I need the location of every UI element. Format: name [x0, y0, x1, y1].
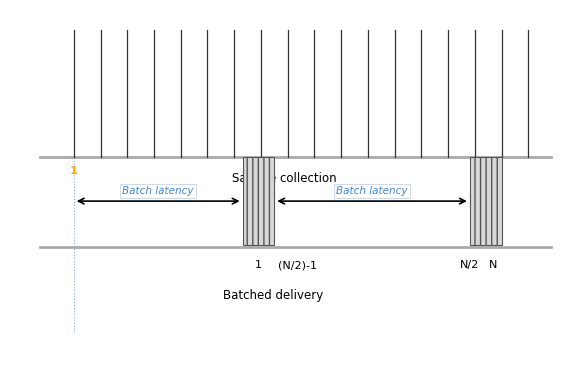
Text: Batched delivery: Batched delivery [223, 289, 323, 302]
Text: Batch latency: Batch latency [122, 186, 194, 196]
Text: N/2: N/2 [460, 260, 479, 270]
Text: N: N [489, 260, 497, 270]
Bar [243, 157, 274, 245]
Text: Batch latency: Batch latency [336, 186, 408, 196]
Text: Sample collection: Sample collection [232, 172, 336, 184]
Text: 1: 1 [70, 166, 78, 176]
Bar [470, 157, 502, 245]
Text: 1: 1 [255, 260, 262, 270]
Text: (N/2)-1: (N/2)-1 [278, 260, 318, 270]
Text: N: N [492, 166, 502, 176]
